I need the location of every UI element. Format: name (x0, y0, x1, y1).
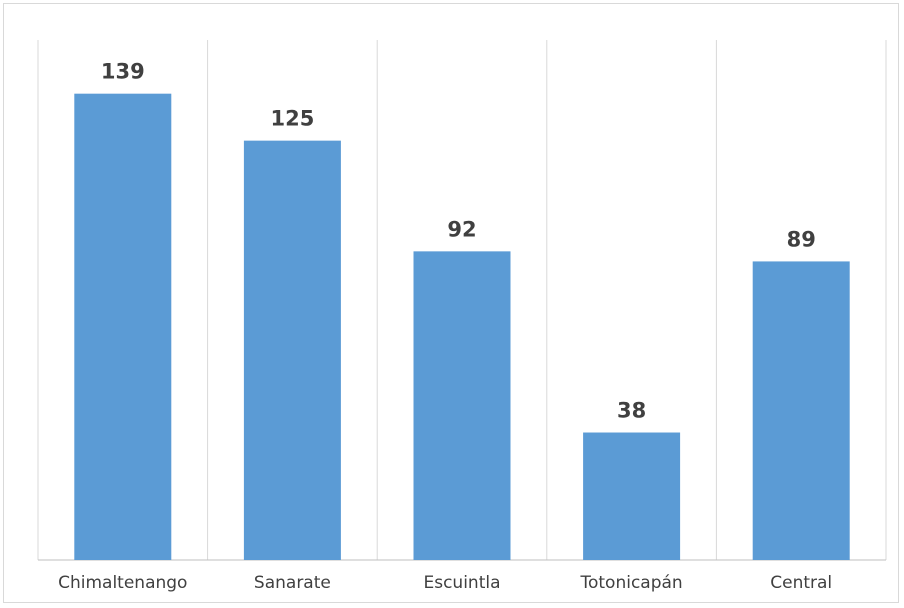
x-tick-label: Escuintla (423, 573, 500, 593)
data-label: 139 (101, 60, 145, 84)
x-tick-label: Central (770, 573, 832, 593)
bar (583, 432, 681, 560)
data-labels: 139 125 92 38 89 (101, 60, 816, 423)
data-label: 38 (617, 399, 646, 423)
category-axis: Chimaltenango Sanarate Escuintla Totonicapá… (58, 573, 832, 593)
data-label: 89 (787, 227, 816, 251)
x-tick-label: Totonicapán (579, 573, 682, 593)
x-tick-label: Chimaltenango (58, 573, 187, 593)
x-tick-label: Sanarate (254, 573, 331, 593)
grid-lines (37, 40, 887, 561)
data-label: 92 (447, 217, 476, 241)
bar (243, 140, 341, 561)
bar (752, 261, 850, 560)
data-label: 125 (270, 107, 314, 131)
bar (74, 93, 172, 560)
bars (74, 93, 850, 561)
bar (413, 251, 511, 560)
